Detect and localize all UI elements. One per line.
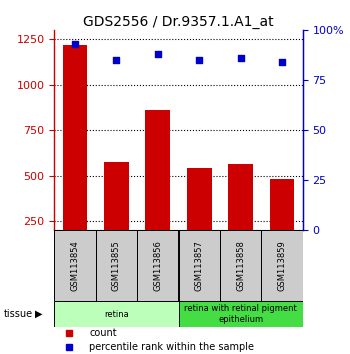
Point [72,41,78,47]
Point [113,57,119,63]
Bar [96,230,137,301]
Text: ▶: ▶ [35,309,42,319]
Text: GSM113859: GSM113859 [278,240,287,291]
Text: retina: retina [104,310,129,319]
Text: count: count [89,328,117,338]
Bar [187,168,212,230]
Bar [145,110,170,230]
Point [238,55,244,61]
Bar [220,230,261,301]
Text: GSM113856: GSM113856 [153,240,162,291]
Point [279,59,285,65]
Bar [228,164,253,230]
Text: retina with retinal pigment
epithelium: retina with retinal pigment epithelium [184,304,297,324]
Text: GSM113857: GSM113857 [195,240,204,291]
Bar [63,45,88,230]
Bar [54,230,96,301]
Text: GSM113854: GSM113854 [70,240,79,291]
Point [196,57,202,63]
Text: tissue: tissue [4,309,33,319]
Bar [137,230,178,301]
Bar [104,162,129,230]
Bar [270,179,294,230]
Text: GSM113858: GSM113858 [236,240,245,291]
Bar [261,230,303,301]
Title: GDS2556 / Dr.9357.1.A1_at: GDS2556 / Dr.9357.1.A1_at [83,15,274,29]
Bar [178,301,303,327]
Bar [178,230,220,301]
Text: percentile rank within the sample: percentile rank within the sample [89,342,254,352]
Text: GSM113855: GSM113855 [112,240,121,291]
Bar [54,301,178,327]
Point [155,51,161,57]
